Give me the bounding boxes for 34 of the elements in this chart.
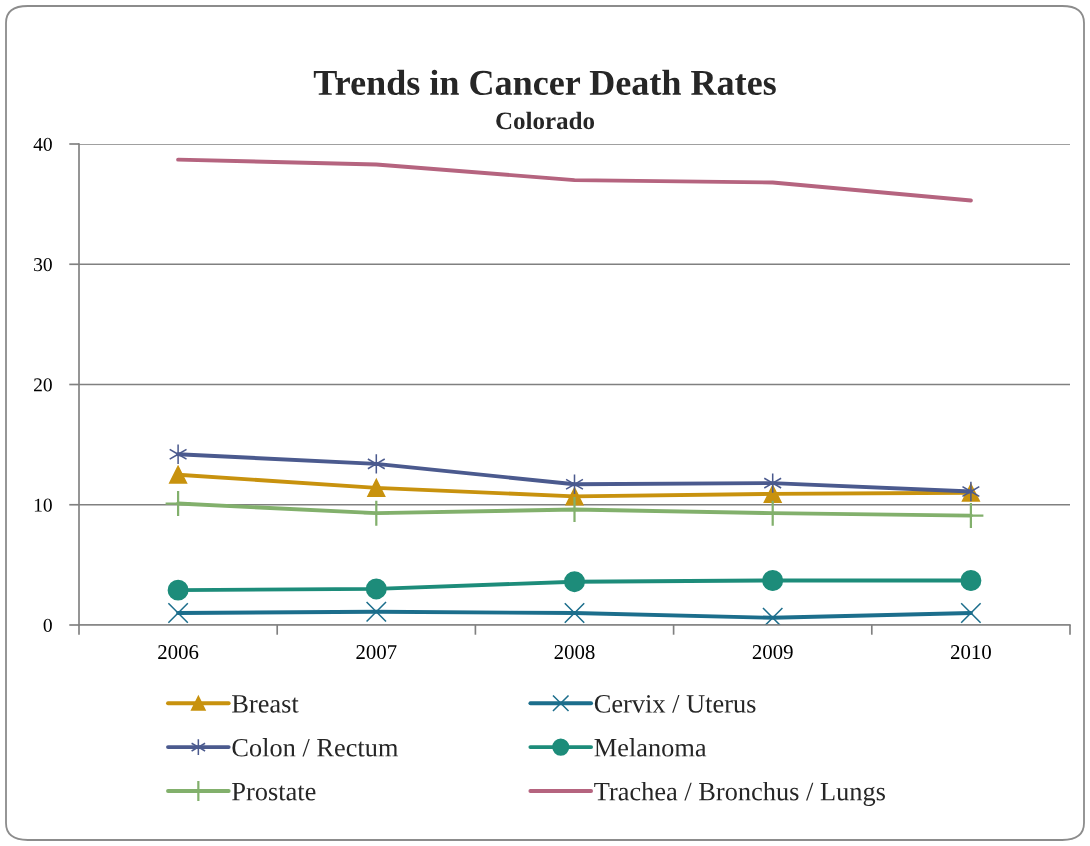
legend-label: Prostate [232,782,316,801]
chart-title: Trends in Cancer Death Rates [313,69,776,96]
y-tick-label: 30 [34,258,52,272]
x-tick-label: 2007 [356,645,397,660]
point [168,443,188,465]
x-tick-label: 2006 [158,645,199,660]
line-series [176,157,973,203]
point [564,602,585,624]
y-tick-label: 20 [34,378,52,392]
x-tick-label: 2010 [950,645,991,660]
chart-subtitle: Colorado [496,111,595,130]
point [564,571,585,593]
y-tick-label: 40 [33,137,52,151]
legend-label: Colon / Rectum [232,738,399,757]
point [365,578,387,600]
x-tick-label: 2009 [752,645,793,660]
point [167,602,189,624]
legend-label: Melanoma [594,738,707,757]
point [164,489,192,518]
point [960,602,982,624]
y-tick-label: 0 [43,618,52,632]
point [762,570,784,591]
point [762,607,784,625]
legend-label: Breast [232,695,299,713]
legend-label: Trachea / Bronchus / Lungs [594,781,885,806]
point [960,570,982,591]
y-tick-label: 10 [34,498,52,512]
point [169,465,188,484]
point [763,484,782,504]
point [367,478,386,498]
x-tick-label: 2008 [554,645,595,660]
legend-label: Cervix / Uterus [594,695,756,713]
point [365,601,387,623]
point [167,579,189,601]
